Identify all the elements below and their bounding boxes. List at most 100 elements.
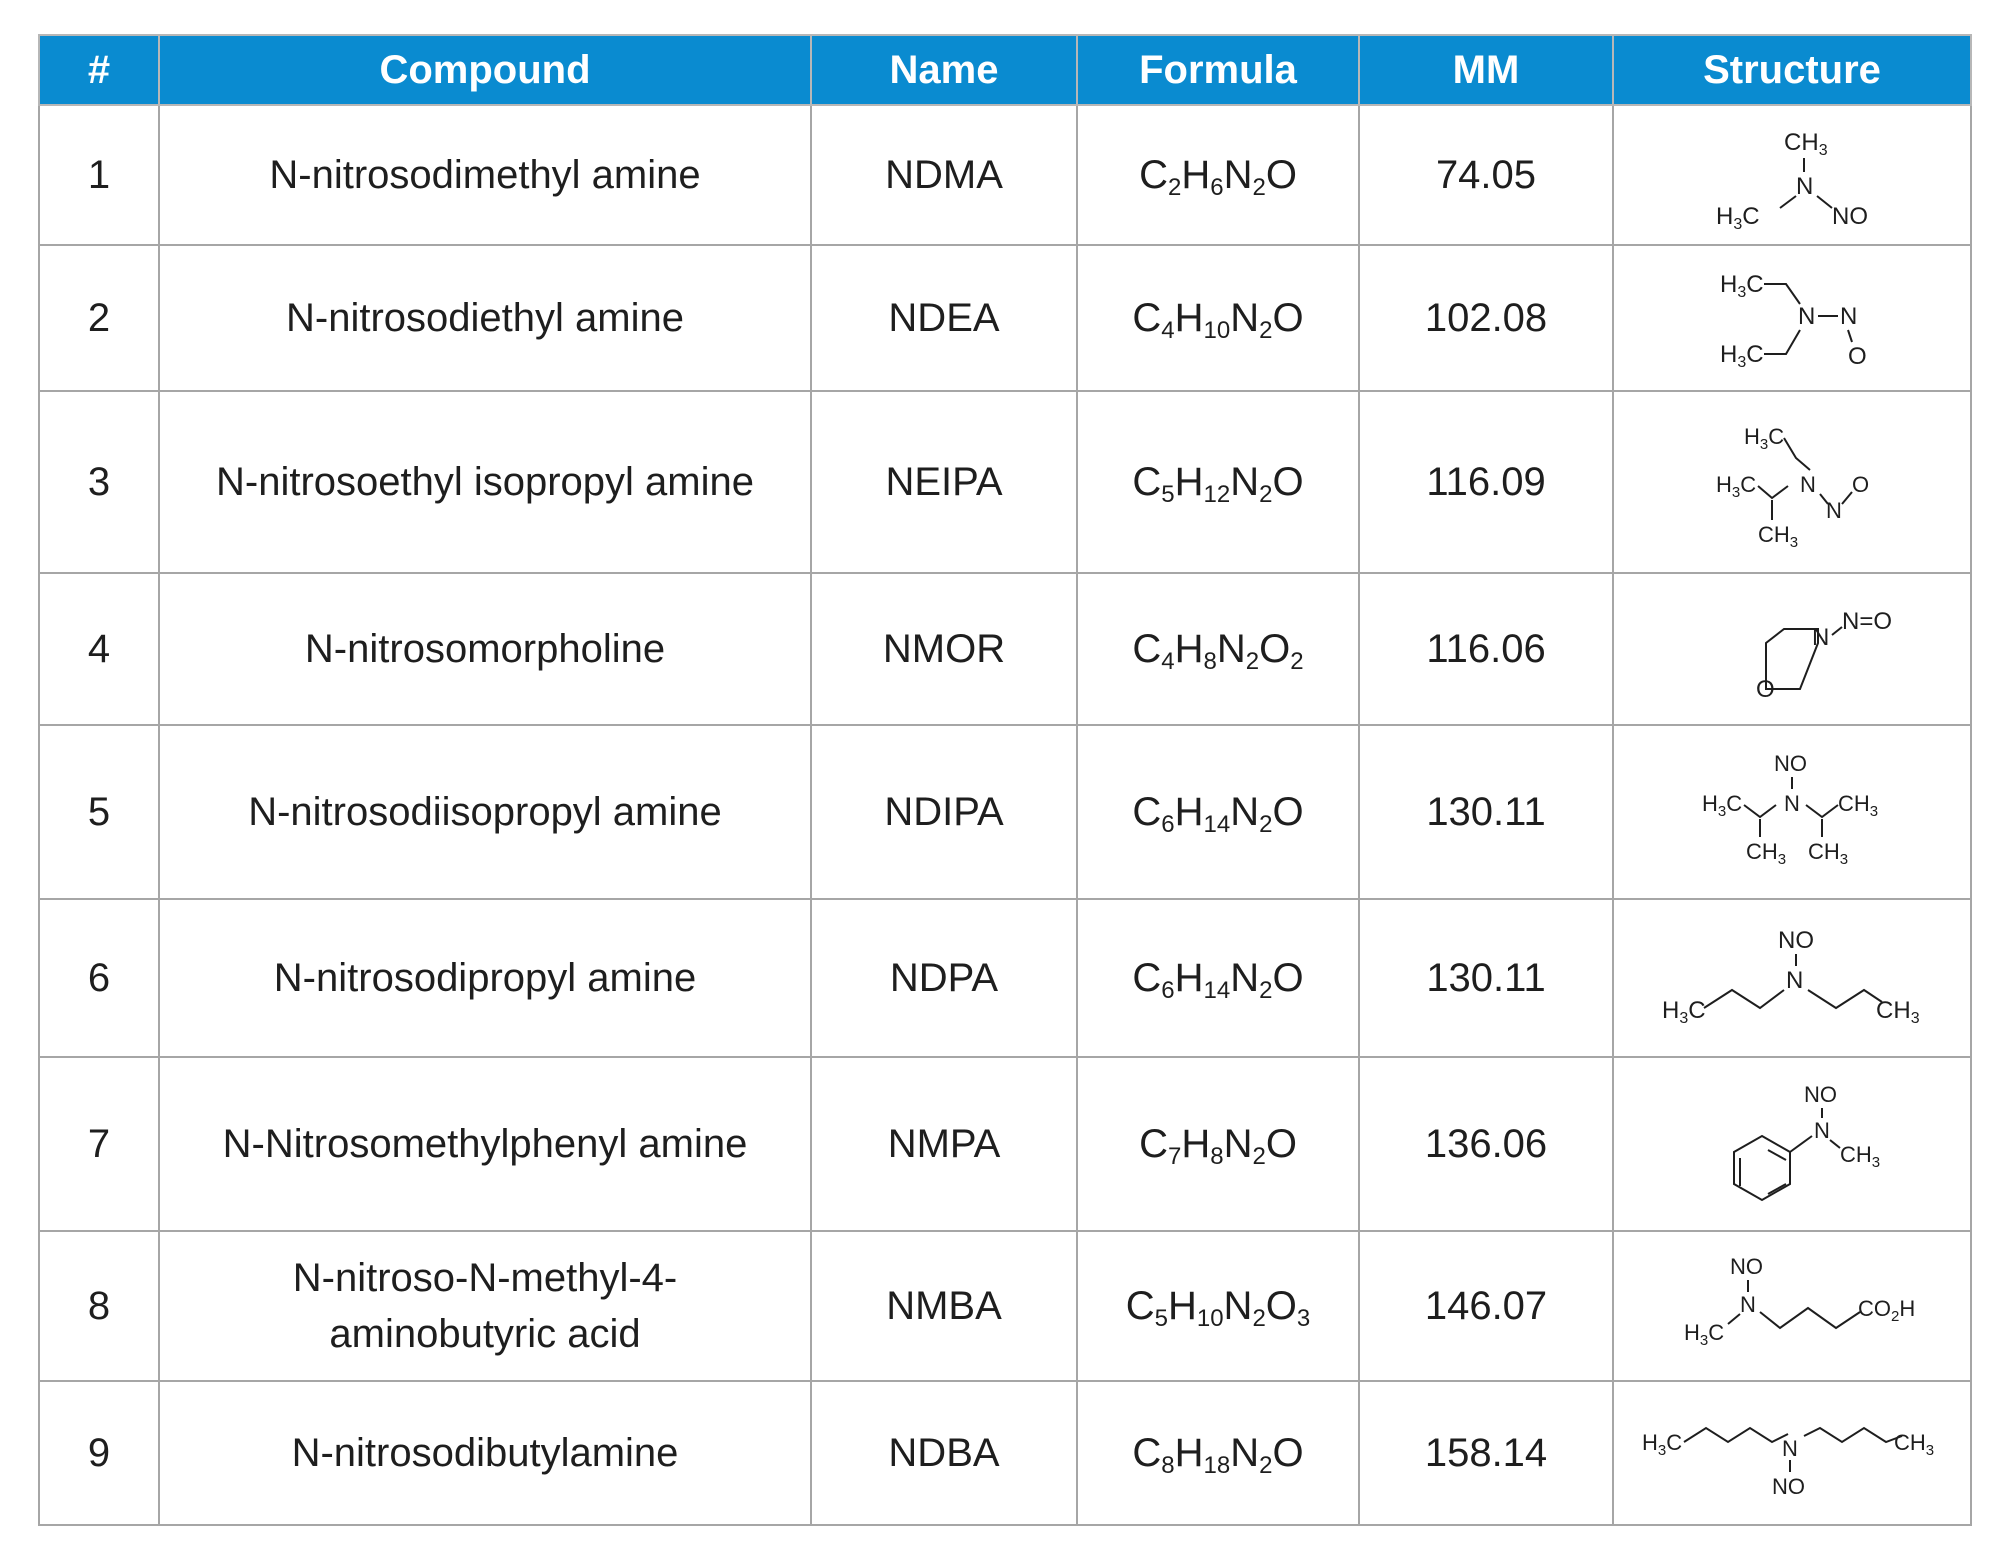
structure-label: N	[1798, 303, 1815, 330]
table-row: 6 N-nitrosodipropyl amine NDPA C6H14N2O …	[38, 898, 1972, 1058]
nmba-structure-diagram: NO N H3C CO2H	[1684, 1254, 1915, 1349]
formula-subscript: 14	[1203, 977, 1231, 1004]
cell-formula: C8H18N2O	[1076, 1380, 1360, 1526]
cell-mm: 116.09	[1358, 390, 1614, 574]
cell-mm: 102.08	[1358, 244, 1614, 392]
nmpa-structure-diagram: NO N CH3	[1733, 1082, 1880, 1202]
formula-subscript: 5	[1154, 1305, 1168, 1332]
structure-label: H3C	[1716, 203, 1760, 233]
cell-formula: C6H14N2O	[1076, 724, 1360, 900]
structure-label: H3C	[1720, 341, 1764, 371]
formula-subscript: 2	[1245, 648, 1260, 675]
cell-formula: C5H12N2O	[1076, 390, 1360, 574]
cell-mm: 146.07	[1358, 1230, 1614, 1382]
nmor-structure-diagram: N N=O O	[1756, 608, 1892, 703]
formula-subscript: 8	[1210, 1143, 1224, 1170]
structure-label: NO	[1774, 751, 1807, 776]
cell-number: 2	[38, 244, 160, 392]
cell-mm: 74.05	[1358, 104, 1614, 246]
cell-number: 7	[38, 1056, 160, 1232]
table-row: 1 N-nitrosodimethyl amine NDMA C2H6N2O 7…	[38, 104, 1972, 246]
table-row: 9 N-nitrosodibutylamine NDBA C8H18N2O 15…	[38, 1380, 1972, 1526]
structure-label: H3C	[1720, 271, 1764, 301]
cell-structure: H3C N N H3C O	[1612, 244, 1972, 392]
structure-label: O	[1756, 676, 1775, 703]
structure-label: CH3	[1808, 839, 1848, 868]
formula-subscript: 6	[1210, 174, 1224, 201]
table-row: 8 N-nitroso-N-methyl-4- aminobutyric aci…	[38, 1230, 1972, 1382]
table-row: 3 N-nitrosoethyl isopropyl amine NEIPA C…	[38, 390, 1972, 574]
cell-number: 5	[38, 724, 160, 900]
compounds-table: # Compound Name Formula MM Structure 1 N…	[38, 34, 1972, 1526]
structure-label: NO	[1772, 1474, 1805, 1499]
formula-text: C5H10N2O3	[1125, 1284, 1311, 1332]
cell-name: NMPA	[810, 1056, 1078, 1232]
formula-subscript: 3	[1296, 1305, 1311, 1332]
formula-text: C2H6N2O	[1139, 153, 1297, 201]
structure-label: H3C	[1716, 472, 1756, 501]
formula-subscript: 10	[1196, 1305, 1224, 1332]
formula-subscript: 18	[1203, 1452, 1231, 1479]
cell-formula: C6H14N2O	[1076, 898, 1360, 1058]
structure-label: N=O	[1842, 608, 1892, 635]
header-row: # Compound Name Formula MM Structure	[38, 34, 1972, 106]
cell-compound: N-nitrosodiisopropyl amine	[158, 724, 812, 900]
formula-subscript: 2	[1167, 174, 1182, 201]
structure-label: CH3	[1876, 997, 1920, 1027]
cell-number: 3	[38, 390, 160, 574]
formula-subscript: 14	[1203, 811, 1231, 838]
cell-formula: C5H10N2O3	[1076, 1230, 1360, 1382]
structure-label: NO	[1832, 203, 1868, 230]
formula-text: C4H10N2O	[1132, 296, 1304, 344]
table-row: 4 N-nitrosomorpholine NMOR C4H8N2O2 116.…	[38, 572, 1972, 726]
cell-compound: N-nitrosomorpholine	[158, 572, 812, 726]
table-row: 5 N-nitrosodiisopropyl amine NDIPA C6H14…	[38, 724, 1972, 900]
cell-mm: 136.06	[1358, 1056, 1614, 1232]
structure-label: N	[1800, 472, 1816, 497]
cell-compound: N-nitrosodibutylamine	[158, 1380, 812, 1526]
cell-number: 4	[38, 572, 160, 726]
cell-name: NDBA	[810, 1380, 1078, 1526]
structure-label: N	[1782, 1436, 1798, 1461]
structure-label: CH3	[1784, 129, 1828, 159]
header-number: #	[38, 34, 160, 106]
formula-text: C5H12N2O	[1132, 460, 1304, 508]
structure-label: N	[1786, 967, 1803, 994]
formula-subscript: 2	[1259, 317, 1273, 344]
formula-subscript: 2	[1290, 648, 1304, 675]
cell-formula: C4H10N2O	[1076, 244, 1360, 392]
cell-name: NMBA	[810, 1230, 1078, 1382]
structure-label: N	[1826, 498, 1842, 523]
structure-label: N	[1784, 791, 1800, 816]
formula-text: C6H14N2O	[1132, 790, 1304, 838]
formula-subscript: 2	[1259, 811, 1273, 838]
cell-name: NEIPA	[810, 390, 1078, 574]
cell-formula: C2H6N2O	[1076, 104, 1360, 246]
ndea-structure-diagram: H3C N N H3C O	[1720, 271, 1867, 371]
structure-label: O	[1848, 343, 1867, 370]
structure-label: CH3	[1838, 791, 1878, 820]
ndba-structure-diagram: H3C N CH3 NO	[1642, 1426, 1934, 1499]
formula-subscript: 7	[1167, 1143, 1182, 1170]
formula-text: C4H8N2O2	[1132, 627, 1304, 675]
header-compound: Compound	[158, 34, 812, 106]
cell-name: NDMA	[810, 104, 1078, 246]
structure-label: CH3	[1758, 522, 1798, 551]
cell-name: NDIPA	[810, 724, 1078, 900]
cell-structure: NO N CH3	[1612, 1056, 1972, 1232]
structure-label: H3C	[1684, 1320, 1724, 1349]
structure-label: H3C	[1662, 997, 1706, 1027]
table-row: 7 N-Nitrosomethylphenyl amine NMPA C7H8N…	[38, 1056, 1972, 1232]
cell-number: 8	[38, 1230, 160, 1382]
structure-label: H3C	[1642, 1430, 1682, 1459]
compound-line: aminobutyric acid	[329, 1312, 641, 1356]
ndipa-structure-diagram: NO H3C N CH3 CH3 CH3	[1702, 751, 1878, 868]
structure-label: N	[1814, 1118, 1830, 1143]
cell-formula: C4H8N2O2	[1076, 572, 1360, 726]
cell-number: 6	[38, 898, 160, 1058]
cell-structure: N N=O O	[1612, 572, 1972, 726]
cell-structure: NO N H3C CO2H	[1612, 1230, 1972, 1382]
compound-line: N-nitroso-N-methyl-4-	[292, 1256, 678, 1300]
formula-subscript: 2	[1252, 174, 1266, 201]
cell-compound: N-nitrosodipropyl amine	[158, 898, 812, 1058]
